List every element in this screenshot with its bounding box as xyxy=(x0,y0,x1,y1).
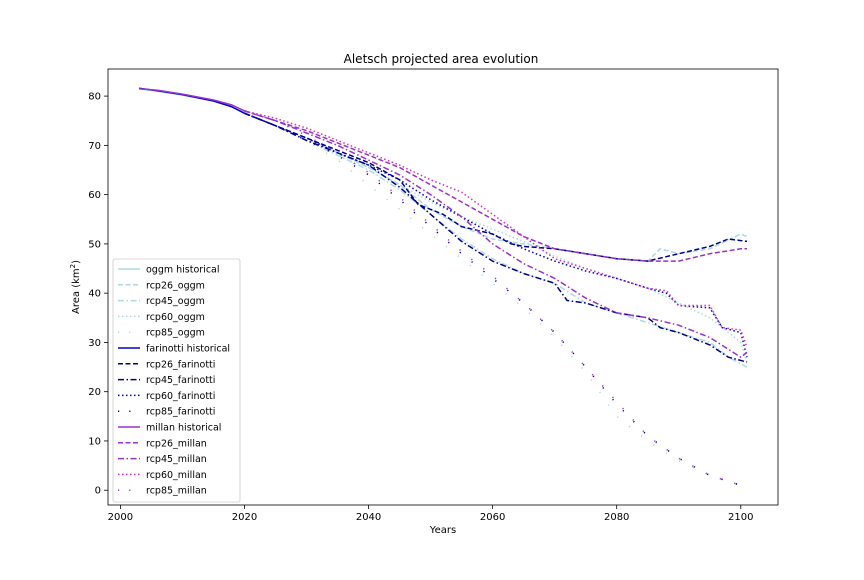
legend-label: rcp45_millan xyxy=(146,454,207,465)
series-line-rcp85-oggm xyxy=(244,112,748,489)
y-tick-label: 50 xyxy=(88,239,101,250)
x-tick-label: 2040 xyxy=(356,512,381,523)
legend-label: rcp85_oggm xyxy=(146,328,205,339)
legend-label: rcp85_farinotti xyxy=(146,407,215,418)
series-line-rcp60-oggm xyxy=(244,112,748,363)
legend-label: millan historical xyxy=(146,423,221,434)
y-tick-label: 0 xyxy=(95,486,101,497)
legend: oggm historical rcp26_oggm rcp45_oggm rcp60… xyxy=(112,258,241,503)
series-line-millan-historical xyxy=(138,87,245,112)
y-axis-label: Area (km2) xyxy=(69,260,82,314)
chart-title: Aletsch projected area evolution xyxy=(344,52,539,66)
plot-frame xyxy=(107,68,779,506)
series-layer xyxy=(138,87,748,489)
legend-label: rcp26_oggm xyxy=(146,280,205,291)
series-line-rcp60-farinotti xyxy=(244,112,748,358)
y-tick-label: 20 xyxy=(88,387,101,398)
x-tick-label: 2020 xyxy=(232,512,257,523)
series-line-rcp45-oggm xyxy=(244,112,748,368)
x-axis-label: Years xyxy=(429,525,456,536)
legend-label: rcp85_millan xyxy=(146,486,207,497)
y-tick-label: 10 xyxy=(88,436,101,447)
legend-label: rcp26_millan xyxy=(146,438,207,449)
legend-label: oggm historical xyxy=(146,265,220,276)
series-line-rcp26-oggm xyxy=(244,112,748,262)
y-axis-label-sup: 2 xyxy=(69,264,77,268)
series-line-farinotti-historical xyxy=(138,87,245,114)
y-axis-label-main: Area (km xyxy=(71,268,82,314)
legend-box xyxy=(112,258,241,503)
series-line-rcp26-millan xyxy=(244,110,747,262)
y-tick-label: 40 xyxy=(88,289,101,300)
series-line-rcp85-farinotti xyxy=(244,112,748,489)
series-line-rcp45-farinotti xyxy=(244,112,748,363)
x-tick-label: 2080 xyxy=(604,512,629,523)
y-axis-label-tail: ) xyxy=(71,260,82,264)
y-tick-label: 30 xyxy=(88,338,101,349)
y-axis: 0 10 20 30 40 50 60 70 80 xyxy=(88,92,108,497)
legend-label: rcp60_oggm xyxy=(146,312,205,323)
legend-label: farinotti historical xyxy=(146,344,230,355)
legend-label: rcp60_farinotti xyxy=(146,391,215,402)
series-line-oggm-historical xyxy=(138,87,245,114)
x-tick-label: 2060 xyxy=(480,512,505,523)
x-tick-label: 2100 xyxy=(728,512,753,523)
series-line-rcp26-farinotti xyxy=(244,112,748,262)
legend-label: rcp45_farinotti xyxy=(146,375,215,386)
series-line-rcp60-millan xyxy=(244,110,748,348)
legend-label: rcp45_oggm xyxy=(146,296,205,307)
y-tick-label: 80 xyxy=(88,92,101,103)
x-axis: 2000 2020 2040 2060 2080 2100 xyxy=(108,505,754,523)
y-tick-label: 60 xyxy=(88,190,101,201)
series-line-rcp45-millan xyxy=(244,110,748,358)
legend-label: rcp26_farinotti xyxy=(146,359,215,370)
y-tick-label: 70 xyxy=(88,141,101,152)
legend-label: rcp60_millan xyxy=(146,470,207,481)
x-tick-label: 2000 xyxy=(108,512,133,523)
